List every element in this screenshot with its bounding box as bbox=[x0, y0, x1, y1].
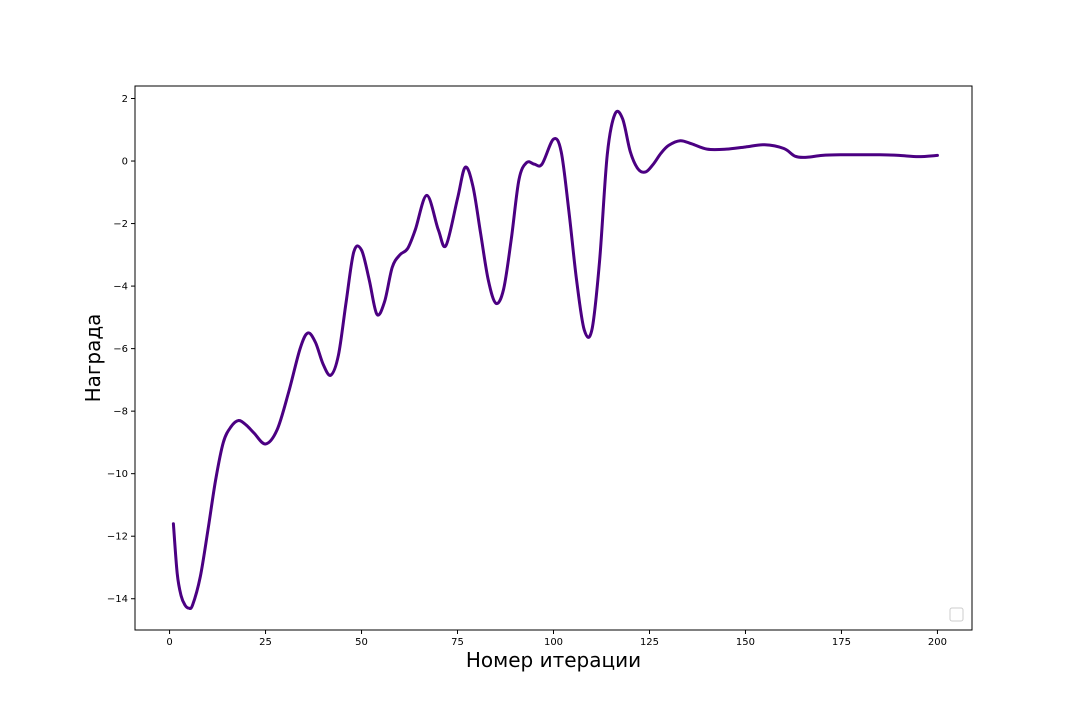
x-tick-label: 25 bbox=[259, 637, 272, 648]
x-tick-label: 75 bbox=[451, 637, 464, 648]
reward-series-line bbox=[171, 109, 939, 611]
x-tick-label: 175 bbox=[832, 637, 851, 648]
x-tick-label: 0 bbox=[166, 637, 172, 648]
x-tick-label: 100 bbox=[544, 637, 563, 648]
x-tick-label: 50 bbox=[355, 637, 368, 648]
x-tick-label: 200 bbox=[928, 637, 947, 648]
y-tick-label: −6 bbox=[113, 344, 128, 355]
y-tick-label: 2 bbox=[122, 94, 128, 105]
x-tick-label: 150 bbox=[736, 637, 755, 648]
x-axis: 0 25 50 75 100 125 150 175 200 bbox=[166, 630, 947, 648]
y-tick-label: −12 bbox=[107, 532, 128, 543]
y-tick-label: −4 bbox=[113, 282, 128, 293]
y-axis: −14 −12 −10 −8 −6 −4 −2 0 2 bbox=[107, 94, 135, 605]
x-tick-label: 125 bbox=[640, 637, 659, 648]
plot-area bbox=[134, 85, 973, 631]
y-axis-label: Награда bbox=[81, 314, 105, 403]
y-tick-label: −8 bbox=[113, 407, 128, 418]
legend-box bbox=[949, 607, 964, 622]
x-axis-label: Номер итерации bbox=[466, 648, 641, 672]
y-tick-label: −14 bbox=[107, 594, 128, 605]
y-tick-label: 0 bbox=[122, 157, 128, 168]
y-tick-label: −10 bbox=[107, 469, 128, 480]
y-tick-label: −2 bbox=[113, 219, 128, 230]
